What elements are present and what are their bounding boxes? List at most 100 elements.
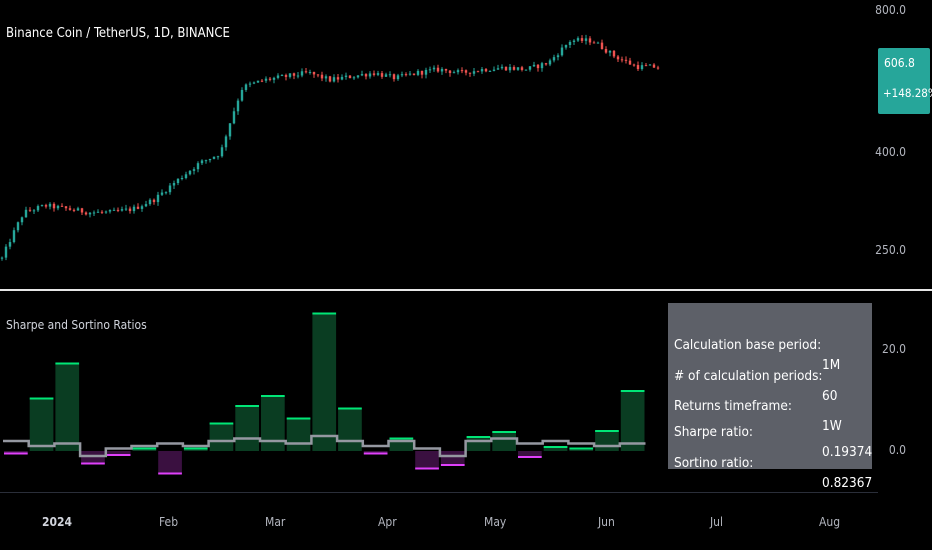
candle-body bbox=[288, 73, 292, 77]
sortino-bar bbox=[158, 451, 182, 474]
candle-body bbox=[440, 68, 444, 72]
candle-body bbox=[164, 192, 168, 194]
candle-body bbox=[184, 174, 188, 179]
stats-label: Sharpe ratio: bbox=[674, 424, 753, 440]
candle-body bbox=[552, 57, 556, 61]
candle-body bbox=[452, 72, 456, 74]
stats-label: Returns timeframe: bbox=[674, 398, 792, 414]
sortino-bar bbox=[492, 432, 516, 451]
sharpe-line bbox=[3, 434, 646, 458]
candle-body bbox=[476, 71, 480, 73]
candle-body bbox=[544, 63, 548, 65]
candle-body bbox=[492, 69, 496, 71]
candle-body bbox=[384, 74, 388, 77]
time-axis-label-jul: Jul bbox=[710, 515, 724, 529]
candle-body bbox=[116, 209, 120, 211]
sortino-bar bbox=[261, 396, 285, 451]
candle-body bbox=[400, 74, 404, 76]
candle-body bbox=[8, 242, 12, 247]
candle-body bbox=[32, 210, 36, 212]
candle-body bbox=[284, 75, 288, 77]
candle-body bbox=[260, 80, 264, 82]
candle-body bbox=[468, 72, 472, 74]
candle-body bbox=[420, 70, 424, 75]
candle-body bbox=[592, 42, 596, 44]
candle-body bbox=[340, 76, 344, 80]
candle-body bbox=[472, 71, 476, 74]
stats-value: 0.19374 bbox=[822, 444, 873, 460]
sortino-bar bbox=[286, 418, 311, 451]
candle-body bbox=[92, 212, 96, 214]
time-axis-label-mar: Mar bbox=[265, 515, 286, 529]
candle-body bbox=[648, 64, 652, 66]
candle-body bbox=[212, 156, 216, 159]
candle-body bbox=[20, 217, 24, 223]
candle-body bbox=[112, 209, 116, 211]
candle-body bbox=[336, 77, 340, 80]
stats-row: Sharpe ratio: 0.19374 bbox=[674, 402, 872, 460]
candle-body bbox=[236, 100, 240, 112]
sortino-bar bbox=[338, 408, 362, 451]
candle-body bbox=[128, 208, 132, 212]
current-price-value: 606.8 bbox=[884, 56, 915, 70]
indicator-title: Sharpe and Sortino Ratios bbox=[6, 318, 147, 332]
sortino-bar bbox=[183, 448, 208, 451]
stats-row: # of calculation periods: 60 bbox=[674, 346, 837, 404]
candle-body bbox=[320, 74, 324, 79]
candle-body bbox=[120, 209, 124, 211]
candle-body bbox=[516, 67, 520, 70]
candle-body bbox=[532, 64, 536, 67]
candle-body bbox=[0, 257, 4, 259]
candle-body bbox=[556, 55, 560, 58]
stats-label: Sortino ratio: bbox=[674, 455, 754, 471]
stats-value: 1M bbox=[822, 357, 841, 373]
candle-body bbox=[364, 74, 368, 77]
candle-body bbox=[140, 206, 144, 209]
candle-body bbox=[620, 59, 624, 61]
stats-row: Sortino ratio: 0.82367 bbox=[674, 433, 872, 491]
stats-label: # of calculation periods: bbox=[674, 368, 823, 384]
candle-body bbox=[388, 74, 392, 76]
candle-body bbox=[448, 70, 452, 74]
candle-body bbox=[404, 74, 408, 76]
sortino-bar bbox=[569, 448, 594, 451]
candle-body bbox=[252, 82, 256, 84]
candle-body bbox=[280, 75, 284, 77]
candle-body bbox=[56, 205, 60, 209]
indicator-pane[interactable] bbox=[0, 0, 878, 550]
stats-row: Calculation base period: 1M bbox=[674, 315, 840, 373]
candle-body bbox=[640, 65, 644, 70]
candle-body bbox=[4, 246, 8, 258]
candle-body bbox=[304, 71, 308, 73]
pane-separator[interactable] bbox=[0, 289, 932, 291]
sortino-bar bbox=[132, 448, 157, 451]
candle-body bbox=[64, 206, 68, 209]
sortino-bar bbox=[312, 313, 337, 451]
candle-body bbox=[144, 204, 148, 207]
price-chart-pane[interactable] bbox=[0, 0, 878, 289]
time-axis-label-apr: Apr bbox=[378, 515, 397, 529]
candle-body bbox=[568, 41, 572, 46]
candle-body bbox=[308, 71, 312, 73]
price-axis-label-800: 800.0 bbox=[875, 3, 906, 17]
candle-body bbox=[272, 77, 276, 80]
candle-body bbox=[464, 70, 468, 73]
candle-body bbox=[548, 60, 552, 65]
sortino-bar bbox=[4, 451, 28, 454]
candle-body bbox=[100, 211, 104, 213]
candle-body bbox=[380, 73, 384, 77]
sortino-bar bbox=[543, 447, 568, 451]
candle-body bbox=[152, 199, 156, 203]
candle-body bbox=[292, 73, 296, 76]
candle-body bbox=[604, 49, 608, 53]
candle-body bbox=[584, 38, 588, 41]
sortino-bar bbox=[518, 451, 542, 457]
candle-body bbox=[572, 40, 576, 42]
candle-body bbox=[232, 111, 236, 124]
candle-body bbox=[412, 73, 416, 75]
candle-body bbox=[520, 67, 524, 70]
candle-body bbox=[228, 123, 232, 137]
stats-value: 1W bbox=[822, 418, 842, 434]
candle-body bbox=[616, 56, 620, 60]
